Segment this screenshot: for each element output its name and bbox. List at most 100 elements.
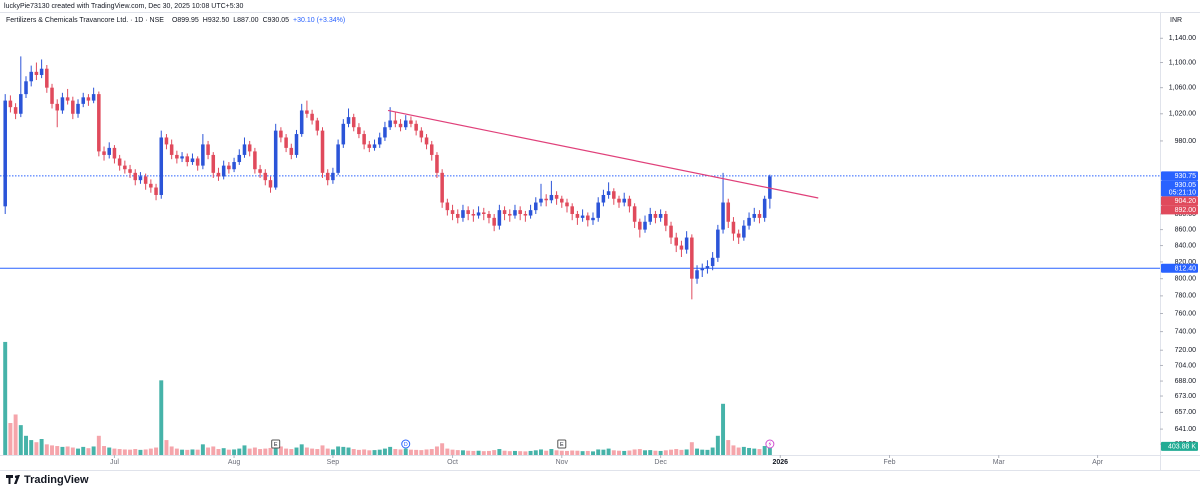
price-tag bbox=[1161, 205, 1198, 215]
candle-body bbox=[632, 206, 637, 222]
volume-bar bbox=[247, 448, 252, 455]
volume-bar bbox=[637, 449, 642, 455]
candle-body bbox=[466, 210, 470, 214]
candle-body bbox=[497, 210, 502, 226]
candle-body bbox=[180, 156, 184, 159]
candle-body bbox=[268, 180, 273, 188]
y-tick-label: 740.00 bbox=[1175, 328, 1197, 335]
volume-bar bbox=[206, 447, 211, 455]
volume-bar bbox=[122, 449, 127, 455]
candle-body bbox=[622, 198, 626, 203]
volume-bar bbox=[486, 450, 491, 455]
candle-body bbox=[700, 268, 705, 271]
candle-body bbox=[450, 210, 455, 214]
volume-bar bbox=[674, 449, 679, 455]
volume-bar bbox=[336, 446, 341, 455]
candle-body bbox=[570, 206, 574, 214]
candle-body bbox=[237, 154, 242, 163]
volume-bar bbox=[539, 449, 543, 455]
candle-body bbox=[357, 127, 361, 135]
y-tick-label: 704.00 bbox=[1175, 362, 1197, 369]
volume-bar bbox=[518, 451, 523, 455]
y-tick-label: 980.00 bbox=[1175, 138, 1197, 145]
candle-body bbox=[487, 213, 491, 218]
volume-bar bbox=[195, 449, 200, 455]
candle-body bbox=[429, 144, 434, 155]
volume-bar bbox=[528, 450, 533, 455]
candle-body bbox=[29, 71, 33, 82]
candle-body bbox=[596, 202, 600, 218]
volume-bar bbox=[726, 440, 731, 455]
candle-body bbox=[544, 198, 548, 201]
volume-bar bbox=[81, 446, 86, 455]
y-tick-label: 673.00 bbox=[1175, 393, 1197, 400]
candle-body bbox=[377, 137, 382, 145]
volume-bar bbox=[70, 447, 75, 455]
candle-body bbox=[3, 100, 7, 207]
volume-bar bbox=[284, 448, 289, 455]
brand-logo: TradingView bbox=[6, 474, 89, 486]
candle-body bbox=[383, 127, 387, 138]
x-tick-label: 2026 bbox=[772, 459, 788, 466]
candle-body bbox=[45, 68, 49, 88]
volume-bar bbox=[596, 449, 601, 455]
candle-body bbox=[747, 217, 751, 226]
candle-body bbox=[227, 165, 231, 170]
candle-body bbox=[60, 97, 65, 111]
volume-bar bbox=[440, 443, 445, 455]
volume-bar bbox=[200, 444, 205, 455]
volume-bar bbox=[13, 414, 18, 455]
volume-bar bbox=[128, 449, 133, 455]
y-tick-label: 1,100.00 bbox=[1169, 59, 1196, 66]
candle-body bbox=[736, 233, 741, 238]
volume-bar bbox=[585, 450, 590, 455]
candle-body bbox=[674, 237, 679, 246]
volume-bar bbox=[325, 448, 330, 455]
candle-body bbox=[320, 130, 325, 173]
price-tag-label: 904.20 bbox=[1175, 198, 1197, 205]
volume-bar bbox=[330, 449, 335, 455]
candle-body bbox=[206, 144, 210, 155]
volume-bar bbox=[445, 448, 450, 455]
candle-body bbox=[216, 172, 221, 177]
candle-body bbox=[627, 198, 632, 207]
candle-body bbox=[409, 120, 413, 124]
volume-bar bbox=[39, 439, 44, 455]
legend-close: C930.05 bbox=[263, 17, 290, 24]
volume-bar bbox=[497, 449, 502, 455]
candle-body bbox=[705, 266, 710, 269]
volume-bar bbox=[559, 450, 564, 455]
volume-tag bbox=[1161, 441, 1198, 451]
y-tick-label: 1,060.00 bbox=[1169, 85, 1196, 92]
volume-bar bbox=[372, 450, 377, 455]
volume-bar bbox=[304, 447, 309, 455]
candle-body bbox=[757, 213, 762, 218]
volume-bar bbox=[351, 449, 356, 455]
trendline bbox=[387, 109, 819, 199]
candle-body bbox=[107, 147, 112, 155]
volume-bar bbox=[643, 450, 647, 455]
y-tick-label: 820.00 bbox=[1175, 259, 1197, 266]
candle-body bbox=[617, 198, 621, 203]
candle-body bbox=[518, 210, 522, 214]
volume-bar bbox=[3, 341, 8, 455]
volume-bar bbox=[346, 447, 351, 455]
volume-bar bbox=[466, 450, 471, 455]
candle-body bbox=[351, 117, 356, 128]
volume-bar bbox=[736, 447, 741, 455]
volume-bar bbox=[107, 447, 112, 455]
candle-body bbox=[710, 257, 715, 267]
volume-bar bbox=[741, 446, 746, 455]
x-tick-label: Apr bbox=[1092, 459, 1104, 466]
price-tag-label: 812.40 bbox=[1175, 265, 1197, 272]
candle-body bbox=[159, 137, 164, 195]
candle-body bbox=[476, 212, 481, 216]
candle-body bbox=[195, 158, 200, 166]
volume-bar bbox=[414, 449, 419, 455]
price-tag-label: 930.05 bbox=[1175, 182, 1197, 189]
x-tick-label: Oct bbox=[447, 459, 458, 466]
volume-bar bbox=[658, 450, 663, 455]
volume-bar bbox=[471, 450, 476, 455]
y-tick-label: 860.00 bbox=[1175, 226, 1197, 233]
candle-body bbox=[684, 237, 689, 250]
